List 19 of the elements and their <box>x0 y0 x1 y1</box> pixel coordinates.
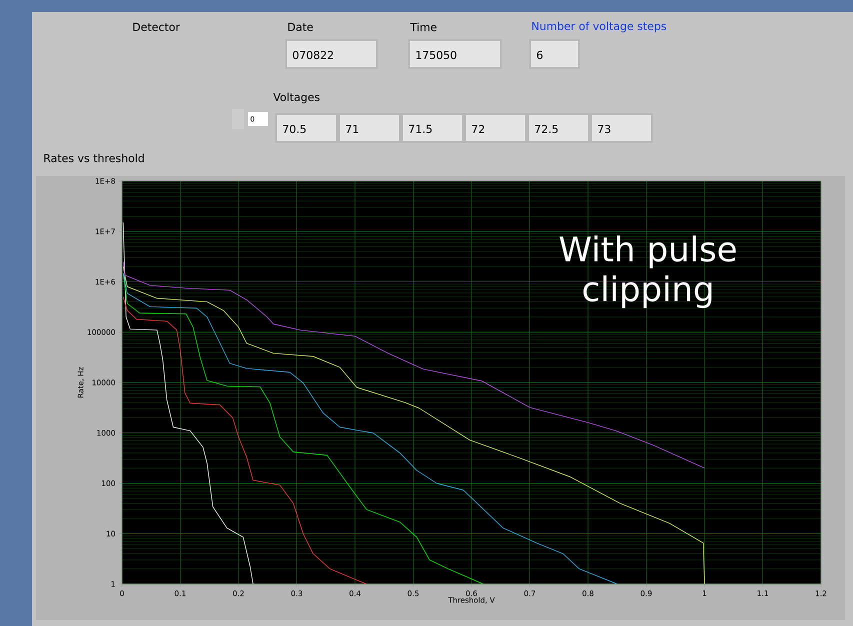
text: 70.5 <box>283 124 306 134</box>
text: 72 <box>472 124 484 134</box>
text: 72.5 <box>535 124 558 134</box>
text: Number of voltage steps <box>532 22 666 32</box>
line-series <box>122 296 367 584</box>
text: Detector <box>133 22 180 32</box>
text: Voltages <box>273 92 320 104</box>
line-series <box>122 222 254 584</box>
annotation: With pulse clipping <box>560 236 736 308</box>
text: 71.5 <box>409 124 432 134</box>
text: 71 <box>346 125 358 133</box>
text: 73 <box>598 124 610 134</box>
line-series <box>122 272 484 584</box>
text: Time <box>410 22 436 32</box>
text: 070822 <box>292 50 333 60</box>
text: 6 <box>536 50 542 60</box>
chart-title: Rates vs threshold <box>44 154 144 162</box>
text: Date <box>288 22 313 32</box>
text: 175050 <box>416 50 456 60</box>
